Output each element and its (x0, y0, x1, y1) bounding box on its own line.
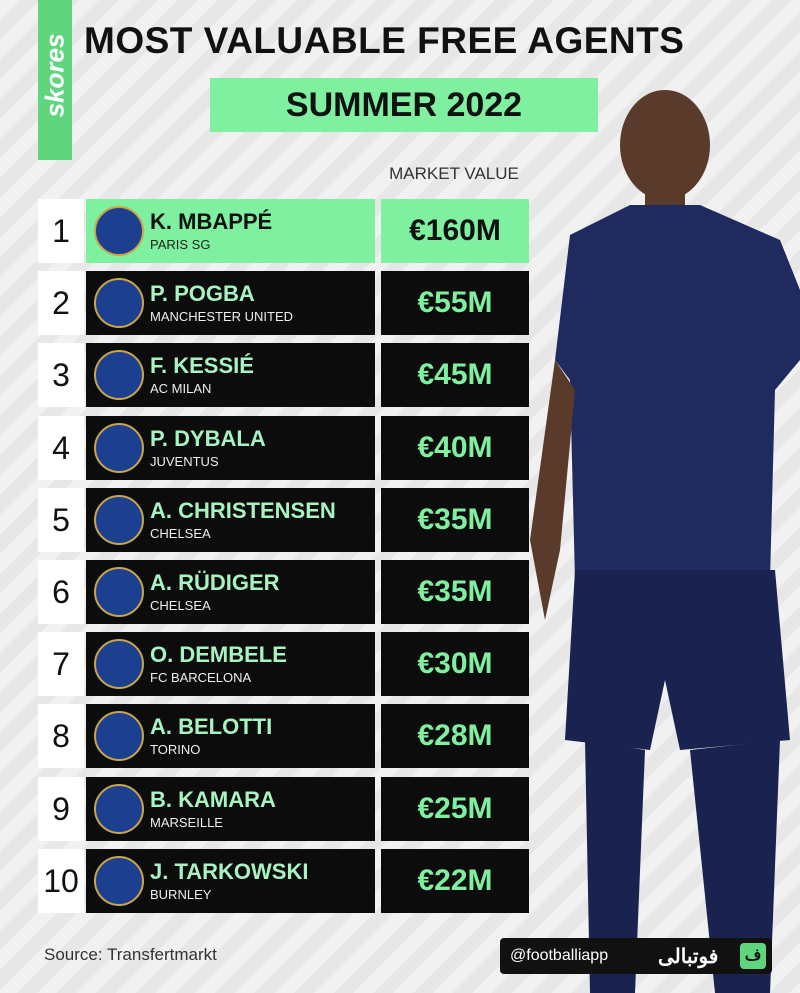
handle: @footballiapp (510, 947, 609, 964)
player-cell: P. POGBA MANCHESTER UNITED (86, 271, 375, 336)
club-logo (94, 206, 144, 256)
market-value: €35M (381, 560, 529, 624)
club-name: MANCHESTER UNITED (150, 309, 294, 325)
player-cell: A. BELOTTI TORINO (86, 704, 375, 769)
club-logo (94, 494, 144, 545)
player-cell: P. DYBALA JUVENTUS (86, 415, 375, 480)
player-cell: O. DEMBELE FC BARCELONA (86, 632, 375, 697)
club-logo (94, 783, 144, 834)
rank: 6 (38, 560, 84, 624)
club-name: CHELSEA (150, 598, 211, 613)
player-name: A. BELOTTI (150, 714, 273, 740)
player-name: J. TARKOWSKI (150, 858, 309, 884)
club-logo (94, 855, 144, 906)
rank: 10 (38, 848, 84, 913)
rank: 5 (38, 487, 84, 552)
app-icon: ف (740, 943, 766, 969)
rank: 3 (38, 343, 84, 408)
club-logo (94, 350, 144, 401)
app-badge: @footballiapp فوتبالی ف (500, 938, 772, 974)
player-cell: A. RÜDIGER CHELSEA (86, 560, 375, 624)
club-logo (94, 711, 144, 762)
column-label: MARKET VALUE (389, 164, 519, 183)
club-name: AC MILAN (150, 381, 212, 397)
player-name: B. KAMARA (150, 786, 276, 812)
market-value: €28M (381, 704, 529, 769)
club-logo (94, 422, 144, 473)
player-name: F. KESSIÉ (150, 353, 254, 379)
player-name: K. MBAPPÉ (150, 209, 273, 234)
market-value: €22M (381, 848, 529, 913)
app-name: فوتبالی (658, 946, 719, 968)
club-name: MARSEILLE (150, 814, 223, 830)
market-value: €45M (381, 343, 529, 408)
club-name: FC BARCELONA (150, 670, 252, 686)
club-name: JUVENTUS (150, 453, 219, 469)
player-name: P. POGBA (150, 281, 255, 307)
player-cell: B. KAMARA MARSEILLE (86, 776, 375, 841)
rank: 9 (38, 776, 84, 841)
market-value: €25M (381, 776, 529, 841)
club-name: TORINO (150, 742, 201, 758)
player-cell: A. CHRISTENSEN CHELSEA (86, 487, 375, 552)
player-cell: K. MBAPPÉ PARIS SG (86, 199, 375, 263)
player-name: A. RÜDIGER (150, 570, 280, 595)
club-name: BURNLEY (150, 886, 212, 902)
player-cell: F. KESSIÉ AC MILAN (86, 343, 375, 408)
market-value: €55M (381, 271, 529, 336)
brand-bar: skores (38, 0, 72, 160)
player-name: O. DEMBELE (150, 642, 287, 668)
player-name: A. CHRISTENSEN (150, 497, 336, 523)
player-name: P. DYBALA (150, 425, 266, 451)
market-value: €35M (381, 487, 529, 552)
club-name: PARIS SG (150, 237, 211, 252)
club-name: CHELSEA (150, 525, 211, 541)
market-value: €40M (381, 415, 529, 480)
player-photo (530, 90, 800, 993)
market-value: €160M (381, 199, 529, 263)
source: Source: Transfertmarkt (44, 945, 217, 964)
rank: 1 (38, 199, 84, 263)
rank: 4 (38, 415, 84, 480)
brand-logo: skores (39, 33, 70, 118)
club-logo (94, 567, 144, 617)
player-cell: J. TARKOWSKI BURNLEY (86, 848, 375, 913)
club-logo (94, 278, 144, 329)
market-value: €30M (381, 632, 529, 697)
rank: 8 (38, 704, 84, 769)
rank: 2 (38, 271, 84, 336)
title: MOST VALUABLE FREE AGENTS (84, 20, 685, 61)
club-logo (94, 639, 144, 690)
rank: 7 (38, 632, 84, 697)
subtitle: SUMMER 2022 (210, 78, 598, 132)
